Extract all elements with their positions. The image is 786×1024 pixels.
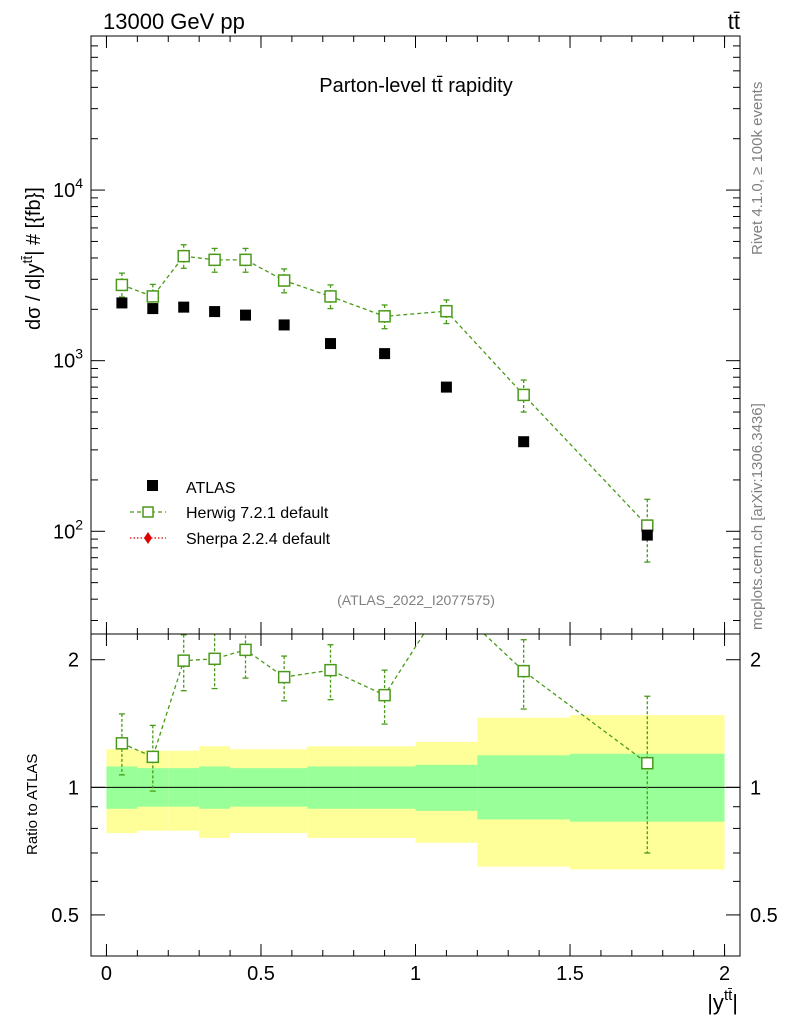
legend-marker-sherpa: [144, 532, 152, 544]
main-panel: 102 103 104: [53, 35, 741, 635]
herwig-point: [208, 253, 221, 267]
legend-label-sherpa: Sherpa 2.2.4 default: [186, 531, 331, 548]
atlas-point: [278, 319, 290, 331]
y-axis-label-text: dσ / d|y: [23, 264, 45, 330]
ratio-y-tick-label: 0.5: [51, 905, 79, 927]
atlas-point: [147, 303, 159, 315]
herwig-ratio-point: [378, 688, 391, 702]
herwig-point: [324, 290, 337, 303]
herwig-point: [517, 388, 530, 402]
ratio-y-tick-label-right: 2: [750, 650, 761, 672]
atlas-point: [440, 381, 452, 393]
ratio-panel: 0 0.5 1 1.5 2 0.5 0.5 1 1 2 2: [51, 633, 778, 985]
herwig-point: [641, 519, 654, 532]
herwig-ratio-point: [517, 664, 530, 678]
herwig-ratio-point: [115, 737, 129, 750]
herwig-ratio-point: [208, 652, 221, 666]
herwig-point: [239, 253, 252, 267]
mcplots-label: mcplots.cern.ch [arXiv:1306.3436]: [749, 403, 766, 630]
atlas-point: [178, 301, 190, 313]
ratio-y-tick-label-right: 1: [750, 777, 761, 799]
atlas-point: [209, 306, 221, 318]
herwig-ratio-point: [324, 663, 337, 677]
chart-title: Parton-level tt̄ rapidity: [319, 75, 512, 97]
ratio-series-group: [115, 634, 654, 854]
legend-marker-atlas: [147, 480, 158, 491]
x-tick-label: 1.5: [556, 963, 584, 985]
atlas-point: [240, 309, 252, 321]
herwig-ratio-point: [277, 670, 291, 684]
legend-marker-herwig: [142, 506, 154, 518]
herwig-point: [440, 304, 453, 318]
herwig-ratio-point: [146, 750, 160, 764]
herwig-point: [146, 290, 160, 303]
atlas-point: [325, 338, 337, 350]
x-tick-label: 1: [410, 963, 421, 985]
herwig-point: [378, 310, 391, 323]
herwig-point: [115, 278, 129, 292]
ratio-y-tick-label-right: 0.5: [750, 905, 778, 927]
analysis-id: (ATLAS_2022_I2077575): [337, 592, 495, 608]
x-tick-label: 2: [719, 963, 730, 985]
legend-label-herwig: Herwig 7.2.1 default: [186, 505, 329, 522]
main-y-tick-label: 104: [53, 175, 83, 202]
herwig-point: [177, 249, 190, 263]
atlas-point: [518, 436, 530, 448]
herwig-ratio-point: [239, 643, 252, 657]
legend: ATLAS Herwig 7.2.1 default Sherpa 2.2.4 …: [130, 480, 331, 548]
legend-label-atlas: ATLAS: [186, 480, 236, 497]
atlas-point: [379, 348, 391, 360]
y-axis-label: dσ / d|ytt̄| # [{fb}]: [19, 187, 45, 330]
atlas-point: [641, 529, 653, 541]
atlas-stat-uncertainty-band: [415, 764, 478, 811]
herwig-ratio-point: [177, 654, 190, 667]
herwig-point: [277, 274, 291, 287]
herwig-ratio-point: [641, 756, 654, 770]
process-label: tt̄: [728, 9, 740, 34]
main-y-tick-label: 103: [53, 346, 83, 373]
ratio-y-tick-label: 2: [68, 650, 79, 672]
x-tick-label: 0.5: [247, 963, 275, 985]
ratio-frame: [90, 633, 741, 957]
ratio-y-tick-label: 1: [68, 777, 79, 799]
energy-label: 13000 GeV pp: [103, 9, 245, 34]
rivet-version-label: Rivet 4.1.0, ≥ 100k events: [749, 82, 766, 255]
x-axis-label: |ytt̄|: [707, 987, 738, 1015]
x-tick-label: 0: [101, 963, 112, 985]
atlas-point: [116, 297, 128, 309]
ratio-y-axis-label: Ratio to ATLAS: [24, 754, 41, 855]
main-y-tick-label: 102: [53, 516, 83, 543]
